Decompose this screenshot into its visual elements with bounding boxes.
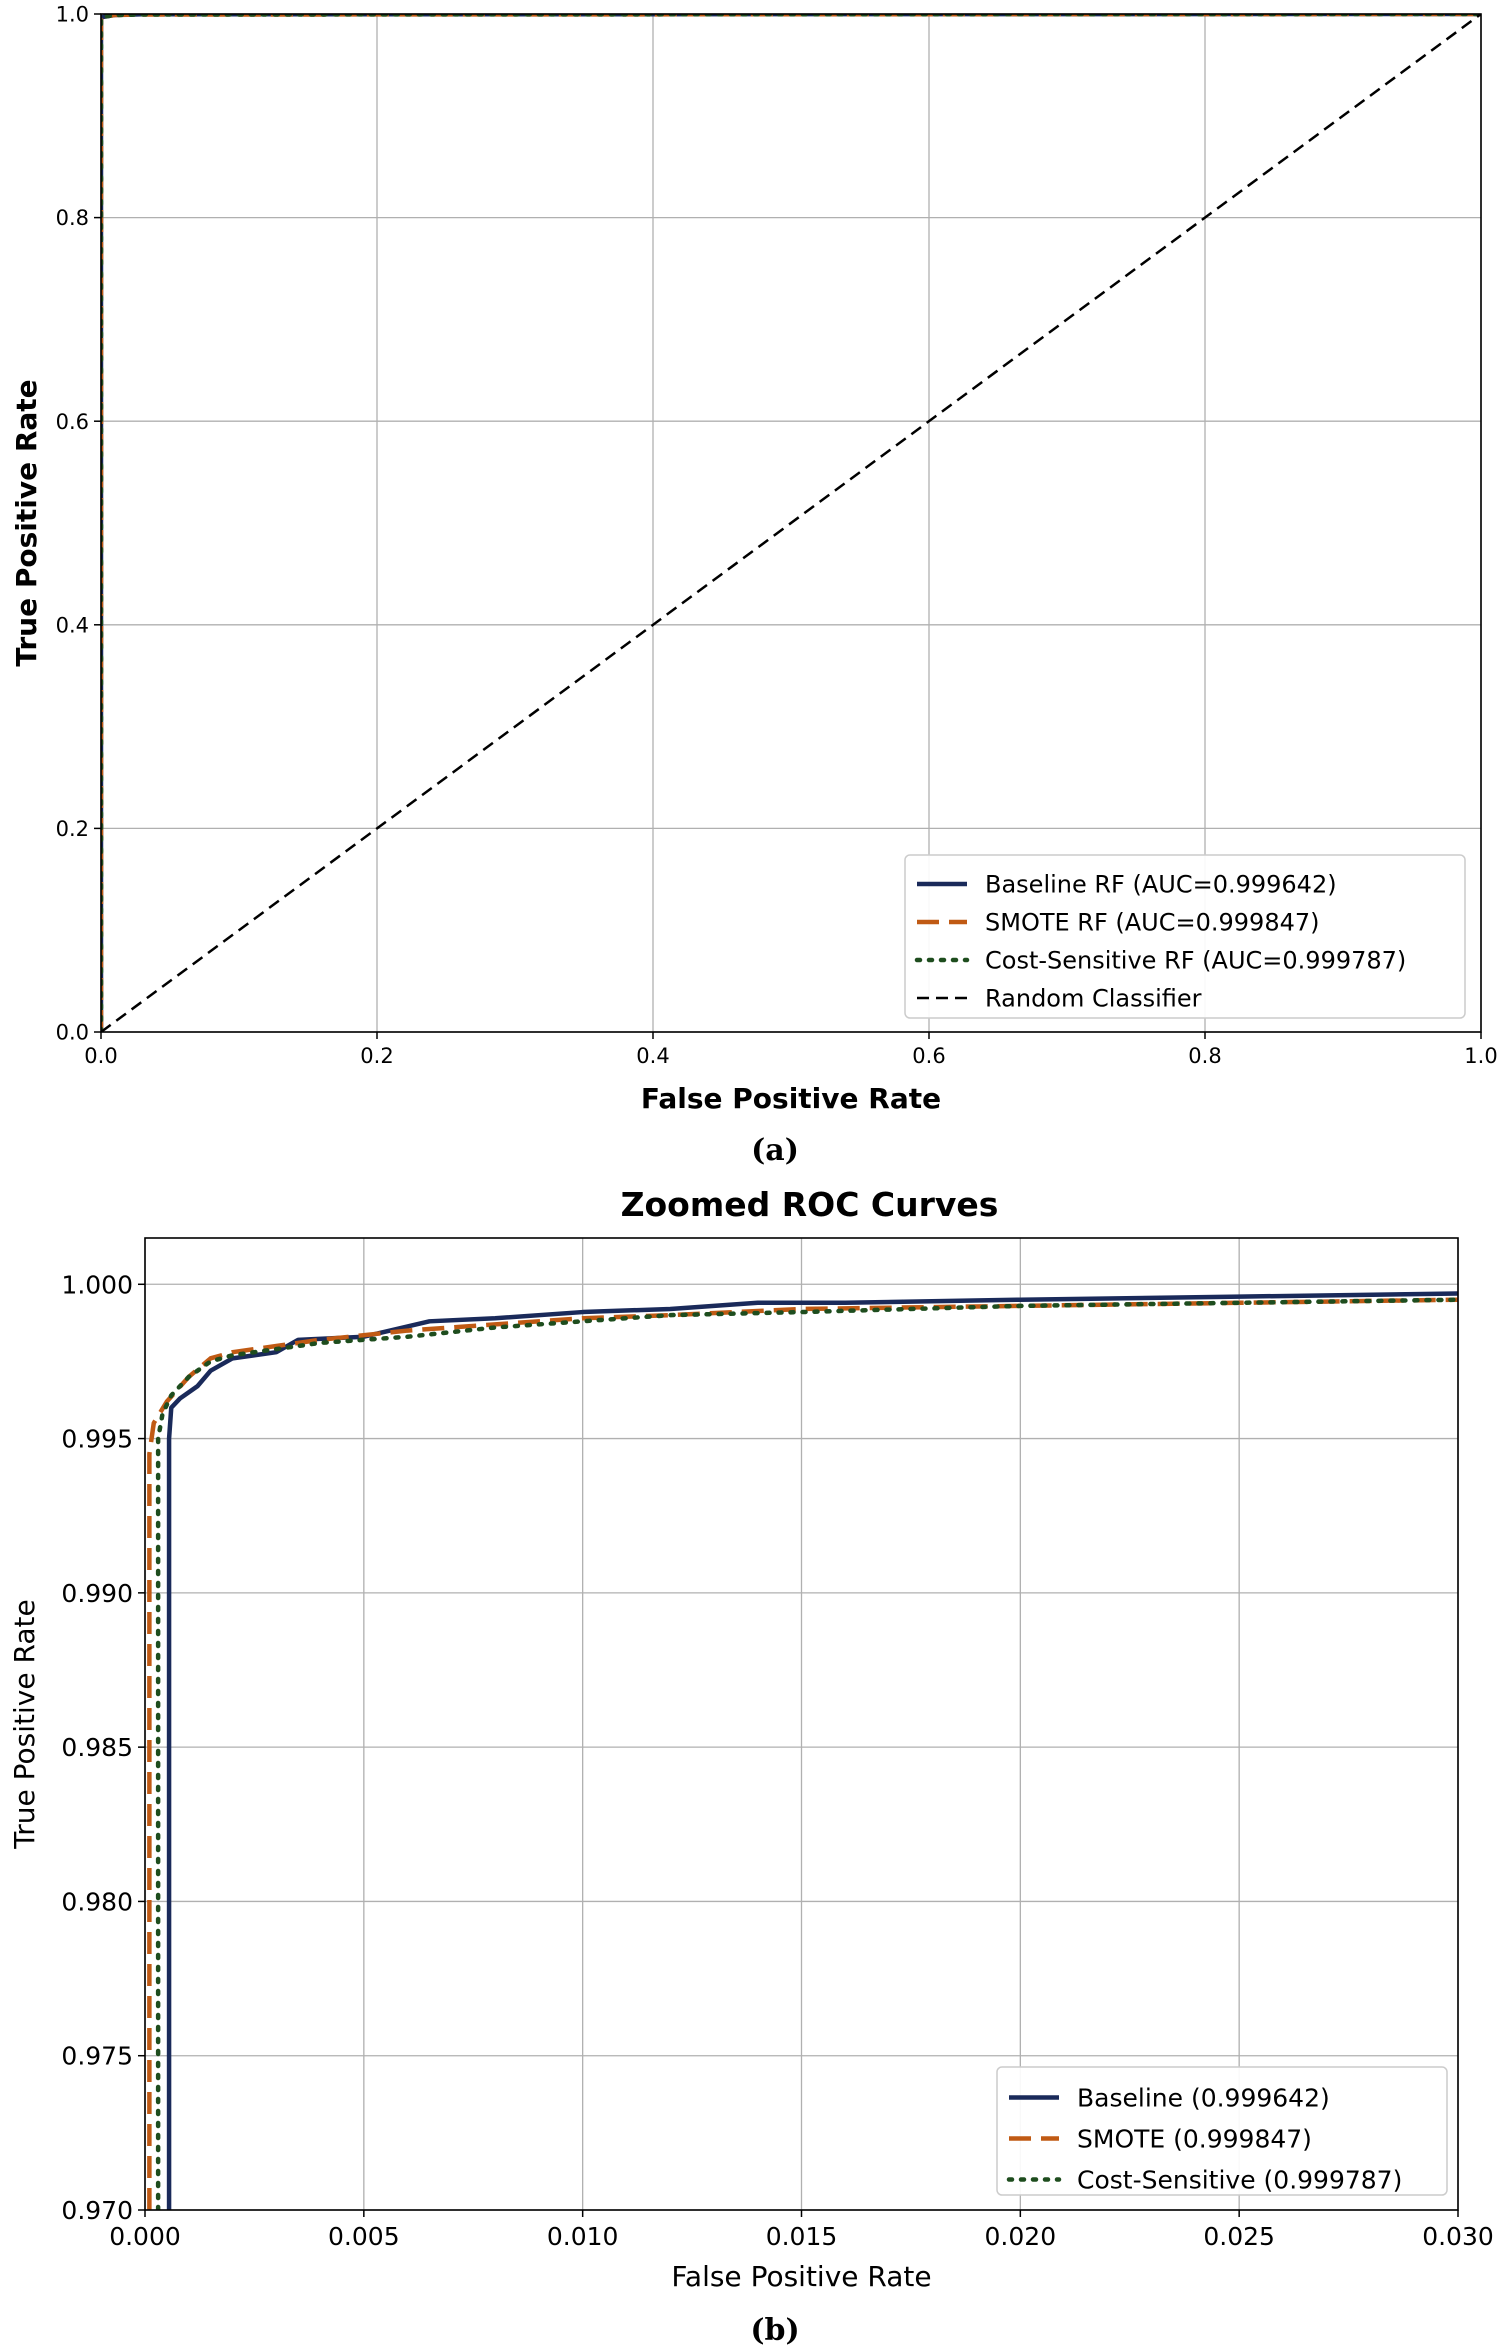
y-tick-label: 0.990 [61, 1579, 133, 1608]
chart-panel-a: 0.0 0.2 0.4 0.6 0.8 1.0 0.0 0.2 0.4 0.6 0.8 1.0 Fals… [10, 3, 1498, 1168]
legend: Baseline (0.999642) SMOTE (0.999847) Cost-… [996, 2066, 1448, 2196]
series-group [147, 1291, 1458, 2210]
legend-label-2: Cost-Sensitive (0.999787) [1077, 2166, 1402, 2195]
panel-label: (a) [751, 1133, 799, 1168]
legend-label-1: SMOTE RF (AUC=0.999847) [985, 909, 1320, 937]
legend-label-1: SMOTE (0.999847) [1077, 2125, 1312, 2154]
y-tick-label: 0.970 [61, 2196, 133, 2225]
y-tick-label: 0.995 [61, 1425, 133, 1454]
legend-label-3: Random Classifier [985, 985, 1202, 1013]
x-tick-label: 0.6 [912, 1044, 945, 1068]
y-tick-label: 0.6 [56, 410, 89, 434]
y-axis-label: True Positive Rate [8, 1599, 41, 1849]
x-tick-label: 0.020 [985, 2222, 1057, 2251]
x-tick-label: 0.2 [360, 1044, 393, 1068]
y-tick-label: 0.980 [61, 1887, 133, 1916]
legend-label-0: Baseline RF (AUC=0.999642) [985, 871, 1337, 899]
legend: Baseline RF (AUC=0.999642) SMOTE RF (AUC=… [904, 854, 1466, 1019]
x-tick-label: 0.8 [1188, 1044, 1221, 1068]
y-tick-label: 0.975 [61, 2042, 133, 2071]
panel-label: (b) [750, 2313, 799, 2348]
x-tick-label: 0.0 [84, 1044, 117, 1068]
series-line-3 [101, 14, 1481, 1032]
y-tick-label: 1.000 [61, 1270, 133, 1299]
chart-panel-b: 0.000 0.005 0.010 0.015 0.020 0.025 0.030 0.970… [8, 1185, 1494, 2348]
x-tick-label: 0.010 [547, 2222, 619, 2251]
chart-title: Zoomed ROC Curves [621, 1185, 999, 1224]
x-tick-label: 1.0 [1464, 1044, 1497, 1068]
y-tick-label: 0.4 [56, 613, 89, 637]
y-tick-label: 0.8 [56, 206, 89, 230]
x-tick-label: 0.005 [328, 2222, 400, 2251]
x-axis-label: False Positive Rate [671, 2260, 931, 2293]
legend-box [996, 2066, 1448, 2196]
x-axis-label: False Positive Rate [641, 1082, 941, 1115]
y-tick-label: 1.0 [56, 3, 89, 27]
legend-label-0: Baseline (0.999642) [1077, 2084, 1330, 2113]
x-tick-label: 0.025 [1203, 2222, 1275, 2251]
y-tick-label: 0.0 [56, 1021, 89, 1045]
y-tick-label: 0.2 [56, 817, 89, 841]
y-tick-label: 0.985 [61, 1733, 133, 1762]
grid-lines [144, 1238, 1459, 2211]
x-tick-label: 0.015 [766, 2222, 838, 2251]
legend-label-2: Cost-Sensitive RF (AUC=0.999787) [985, 947, 1406, 975]
series-line-2 [155, 1297, 1458, 2210]
x-tick-label: 0.4 [636, 1044, 669, 1068]
x-tick-label: 0.030 [1422, 2222, 1494, 2251]
axes-frame [100, 13, 1482, 1033]
x-tick-label: 0.000 [109, 2222, 181, 2251]
legend-box [904, 854, 1466, 1019]
y-axis-label: True Positive Rate [10, 379, 43, 666]
